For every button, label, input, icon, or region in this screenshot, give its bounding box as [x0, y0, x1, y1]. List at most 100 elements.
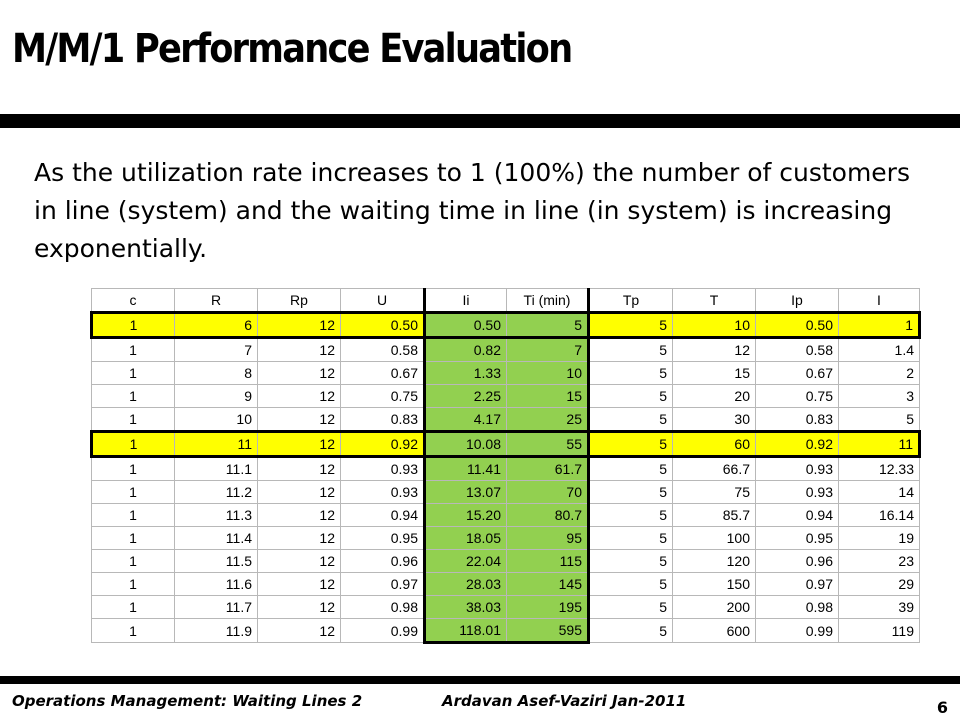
table-cell: 5 [588, 407, 673, 432]
table-cell: 115 [506, 549, 590, 573]
table-cell: 5 [588, 503, 673, 527]
table-cell: 4.17 [423, 407, 507, 432]
table-cell: 30 [672, 407, 756, 432]
table-cell: 12 [257, 430, 341, 458]
table-header-cell: c [91, 288, 175, 313]
table-row: 1 10 12 0.83 4.17 25 5 30 0.83 5 [91, 407, 920, 432]
table-cell: 0.97 [755, 572, 839, 596]
table-cell: 11.9 [174, 618, 258, 643]
table-cell: 6 [174, 311, 258, 339]
table-cell: 11.1 [174, 456, 258, 481]
table-cell: 1.33 [423, 361, 507, 385]
table-cell: 28.03 [423, 572, 507, 596]
table-cell: 0.83 [340, 407, 425, 432]
table-cell: 1 [91, 480, 175, 504]
table-cell: 0.96 [755, 549, 839, 573]
table-cell: 25 [506, 407, 590, 432]
table-cell: 38.03 [423, 595, 507, 619]
table-cell: 19 [838, 526, 920, 550]
footer-author-date: Ardavan Asef-Vaziri Jan-2011 [442, 692, 687, 710]
table-cell: 5 [588, 572, 673, 596]
table-cell: 12 [672, 337, 756, 362]
table-header-row: c R Rp U Ii Ti (min) Tp T Ip I [91, 288, 920, 313]
table-cell: 0.93 [755, 480, 839, 504]
table-row: 1 11.6 12 0.97 28.03 145 5 150 0.97 29 [91, 572, 920, 596]
table-cell: 1 [91, 572, 175, 596]
table-cell: 5 [588, 311, 673, 339]
table-cell: 11.3 [174, 503, 258, 527]
table-cell: 5 [588, 549, 673, 573]
table-row-highlighted: 1 11 12 0.92 10.08 55 5 60 0.92 11 [90, 430, 921, 458]
table-cell: 29 [838, 572, 920, 596]
slide-title: M/M/1 Performance Evaluation [12, 26, 573, 72]
table-cell: 12 [257, 503, 341, 527]
table-row: 1 11.4 12 0.95 18.05 95 5 100 0.95 19 [91, 526, 920, 550]
table-cell: 5 [838, 407, 920, 432]
table-cell: 23 [838, 549, 920, 573]
table-cell: 0.98 [340, 595, 425, 619]
footer-rule [0, 676, 960, 684]
table-cell: 12 [257, 618, 341, 643]
table-cell: 0.97 [340, 572, 425, 596]
table-cell: 100 [672, 526, 756, 550]
page-number: 6 [936, 698, 948, 717]
table-cell: 0.58 [755, 337, 839, 362]
table-cell: 10 [174, 407, 258, 432]
table-cell: 11.6 [174, 572, 258, 596]
table-cell: 1 [90, 311, 175, 339]
table-cell: 1 [838, 311, 921, 339]
table-cell: 0.67 [755, 361, 839, 385]
table-cell: 8 [174, 361, 258, 385]
table-cell: 12 [257, 456, 341, 481]
table-cell: 0.82 [423, 337, 507, 362]
table-cell: 11.7 [174, 595, 258, 619]
table-cell: 200 [672, 595, 756, 619]
table-row: 1 11.1 12 0.93 11.41 61.7 5 66.7 0.93 12.33 [91, 456, 920, 481]
table-header-cell: T [672, 288, 756, 313]
table-cell: 80.7 [506, 503, 590, 527]
table-cell: 12 [257, 384, 341, 408]
table-cell: 10 [672, 311, 756, 339]
table-cell: 12 [257, 526, 341, 550]
table-row: 1 11.3 12 0.94 15.20 80.7 5 85.7 0.94 16.14 [91, 503, 920, 527]
table-cell: 16.14 [838, 503, 920, 527]
table-cell: 1 [91, 384, 175, 408]
table-cell: 0.99 [340, 618, 425, 643]
table-header-cell: Rp [257, 288, 341, 313]
table-cell: 1 [91, 503, 175, 527]
table-cell: 5 [588, 618, 673, 643]
title-rule [0, 114, 960, 128]
table-cell: 15 [672, 361, 756, 385]
table-cell: 12 [257, 407, 341, 432]
table-cell: 15.20 [423, 503, 507, 527]
table-cell: 11.4 [174, 526, 258, 550]
table-row: 1 11.9 12 0.99 118.01 595 5 600 0.99 119 [91, 618, 920, 644]
table-cell: 0.58 [340, 337, 425, 362]
table-cell: 5 [506, 311, 590, 339]
table-cell: 7 [506, 337, 590, 362]
table-cell: 145 [506, 572, 590, 596]
table-cell: 61.7 [506, 456, 590, 481]
table-cell: 7 [174, 337, 258, 362]
table-row: 1 9 12 0.75 2.25 15 5 20 0.75 3 [91, 384, 920, 408]
table-cell: 195 [506, 595, 590, 619]
table-cell: 3 [838, 384, 920, 408]
table-cell: 18.05 [423, 526, 507, 550]
table-cell: 0.83 [755, 407, 839, 432]
table-cell: 10 [506, 361, 590, 385]
table-cell: 11.41 [423, 456, 507, 481]
table-cell: 13.07 [423, 480, 507, 504]
performance-table-container: c R Rp U Ii Ti (min) Tp T Ip I 1 6 12 0.50 0.50 5 5 10 0.… [90, 288, 921, 644]
performance-table: c R Rp U Ii Ti (min) Tp T Ip I 1 6 12 0.50 0.50 5 5 10 0.… [90, 288, 921, 644]
table-cell: 5 [588, 361, 673, 385]
table-cell: 1 [91, 456, 175, 481]
table-cell: 5 [588, 456, 673, 481]
table-row: 1 11.2 12 0.93 13.07 70 5 75 0.93 14 [91, 480, 920, 504]
table-cell: 1 [91, 618, 175, 643]
intro-paragraph: As the utilization rate increases to 1 (… [34, 158, 910, 263]
table-cell: 14 [838, 480, 920, 504]
table-cell: 12 [257, 549, 341, 573]
table-cell: 5 [588, 337, 673, 362]
table-cell: 0.92 [340, 430, 425, 458]
table-cell: 2.25 [423, 384, 507, 408]
